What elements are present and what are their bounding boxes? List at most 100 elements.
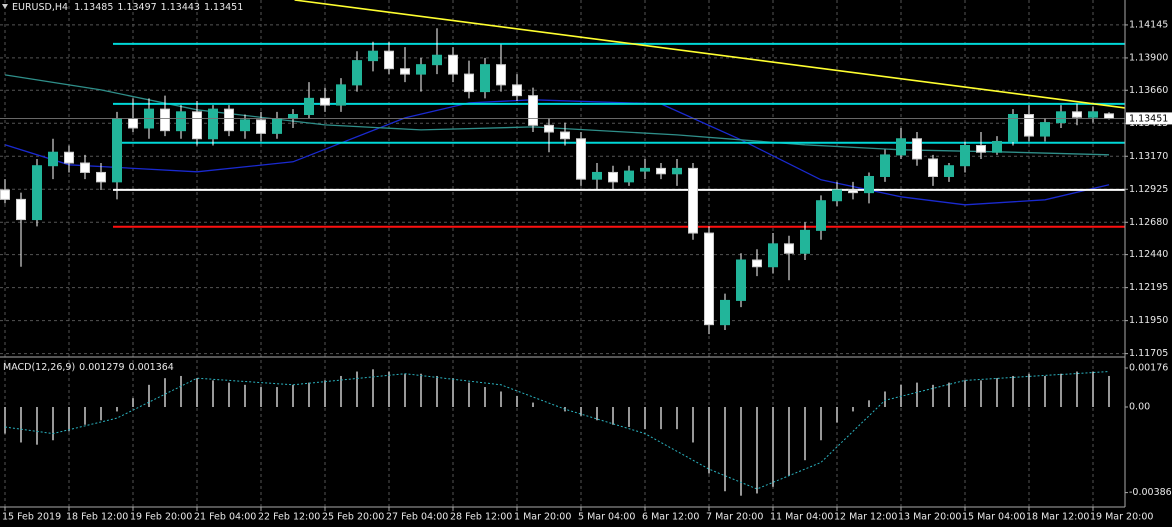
candle-body <box>640 167 650 172</box>
candle-body <box>1104 113 1114 119</box>
x-tick-label: 18 Feb 12:00 <box>66 512 128 523</box>
candle-body <box>384 50 394 70</box>
trendline <box>294 0 1126 109</box>
candle-body <box>352 60 362 86</box>
candle-body <box>1024 114 1034 137</box>
y-tick-label: 1.11950 <box>1129 315 1168 326</box>
candle-body <box>608 171 618 183</box>
candle-body <box>672 167 682 175</box>
y-tick-label: 1.12195 <box>1129 282 1168 293</box>
low-value: 1.13443 <box>161 2 200 13</box>
x-tick-label: 27 Feb 04:00 <box>386 512 448 523</box>
candle-body <box>112 118 122 183</box>
x-tick-label: 18 Mar 12:00 <box>1026 512 1089 523</box>
candle-body <box>16 198 26 221</box>
candle-body <box>224 108 234 132</box>
symbol: EURUSD,H4 <box>12 2 68 13</box>
candle-body <box>960 144 970 167</box>
open-value: 1.13485 <box>74 2 113 13</box>
y-tick-label: 1.14145 <box>1129 19 1168 30</box>
x-tick-label: 19 Mar 20:00 <box>1090 512 1153 523</box>
candle-body <box>992 140 1002 153</box>
x-tick-label: 12 Mar 12:00 <box>834 512 897 523</box>
symbol-icon <box>2 4 8 9</box>
candle-body <box>432 54 442 66</box>
candle-body <box>656 167 666 175</box>
candle-body <box>864 175 874 194</box>
x-tick-label: 19 Feb 20:00 <box>130 512 192 523</box>
candle-body <box>944 165 954 177</box>
candle-body <box>0 189 10 200</box>
candle-body <box>288 114 298 120</box>
candle-body <box>848 189 858 194</box>
candle-body <box>240 119 250 132</box>
candle-body <box>768 243 778 268</box>
y-tick-label: 1.12440 <box>1129 249 1168 260</box>
candle-body <box>464 73 474 93</box>
candle-body <box>480 64 490 93</box>
x-tick-label: 22 Feb 12:00 <box>258 512 320 523</box>
x-tick-label: 5 Mar 04:00 <box>578 512 635 523</box>
macd-header: MACD(12,26,9) 0.001279 0.001364 <box>3 362 174 373</box>
candle-body <box>592 171 602 180</box>
candle-body <box>96 171 106 183</box>
candle-body <box>1088 111 1098 118</box>
y-tick-label: 1.12680 <box>1129 217 1168 228</box>
candle-body <box>272 118 282 134</box>
candle-body <box>336 84 346 106</box>
signal-line <box>4 371 1110 490</box>
moving-average <box>4 99 1110 206</box>
x-tick-label: 11 Mar 04:00 <box>770 512 833 523</box>
candle-body <box>544 124 554 133</box>
candle-body <box>176 111 186 132</box>
candle-body <box>880 154 890 177</box>
y-tick-label: 1.12925 <box>1129 184 1168 195</box>
x-tick-label: 6 Mar 12:00 <box>642 512 699 523</box>
y-tick-label: 1.13170 <box>1129 151 1168 162</box>
macd-title: MACD(12,26,9) <box>3 362 75 373</box>
candle-body <box>496 64 506 86</box>
x-tick-label: 1 Mar 20:00 <box>514 512 571 523</box>
candle-body <box>1008 114 1018 142</box>
x-tick-label: 7 Mar 20:00 <box>706 512 763 523</box>
y-tick-label: 0.00 <box>1129 402 1150 413</box>
chart-header: EURUSD,H4 1.13485 1.13497 1.13443 1.13451 <box>12 2 243 13</box>
candle-body <box>832 189 842 202</box>
candle-body <box>704 232 714 326</box>
candle-body <box>192 111 202 140</box>
candle-body <box>1056 111 1066 124</box>
close-value: 1.13451 <box>204 2 243 13</box>
candle-body <box>1040 122 1050 137</box>
candle-body <box>800 229 810 254</box>
candle-body <box>64 151 74 164</box>
candle-body <box>736 259 746 301</box>
candle-body <box>912 138 922 160</box>
x-tick-label: 25 Feb 20:00 <box>322 512 384 523</box>
candle-body <box>976 144 986 153</box>
candle-body <box>512 84 522 97</box>
candle-body <box>80 162 90 173</box>
candle-body <box>560 131 570 140</box>
macd-value: 0.001279 <box>79 362 124 373</box>
x-tick-label: 21 Feb 04:00 <box>194 512 256 523</box>
y-tick-label: 1.13660 <box>1129 85 1168 96</box>
candle-body <box>128 118 138 129</box>
candle-body <box>688 167 698 234</box>
signal-value: 0.001364 <box>129 362 174 373</box>
x-tick-label: 13 Mar 20:00 <box>898 512 961 523</box>
candle-body <box>624 170 634 183</box>
candle-body <box>320 97 330 106</box>
candle-body <box>528 95 538 126</box>
candle-body <box>752 259 762 268</box>
candle-body <box>928 158 938 177</box>
candle-body <box>576 138 586 180</box>
candle-body <box>208 108 218 140</box>
candle-body <box>400 68 410 75</box>
y-tick-label: 1.11705 <box>1129 348 1168 359</box>
candle-body <box>1072 111 1082 118</box>
x-tick-label: 15 Mar 04:00 <box>962 512 1025 523</box>
x-tick-label: 28 Feb 12:00 <box>450 512 512 523</box>
candle-body <box>256 119 266 134</box>
y-tick-label: 0.00176 <box>1129 362 1168 373</box>
candle-body <box>48 151 58 167</box>
